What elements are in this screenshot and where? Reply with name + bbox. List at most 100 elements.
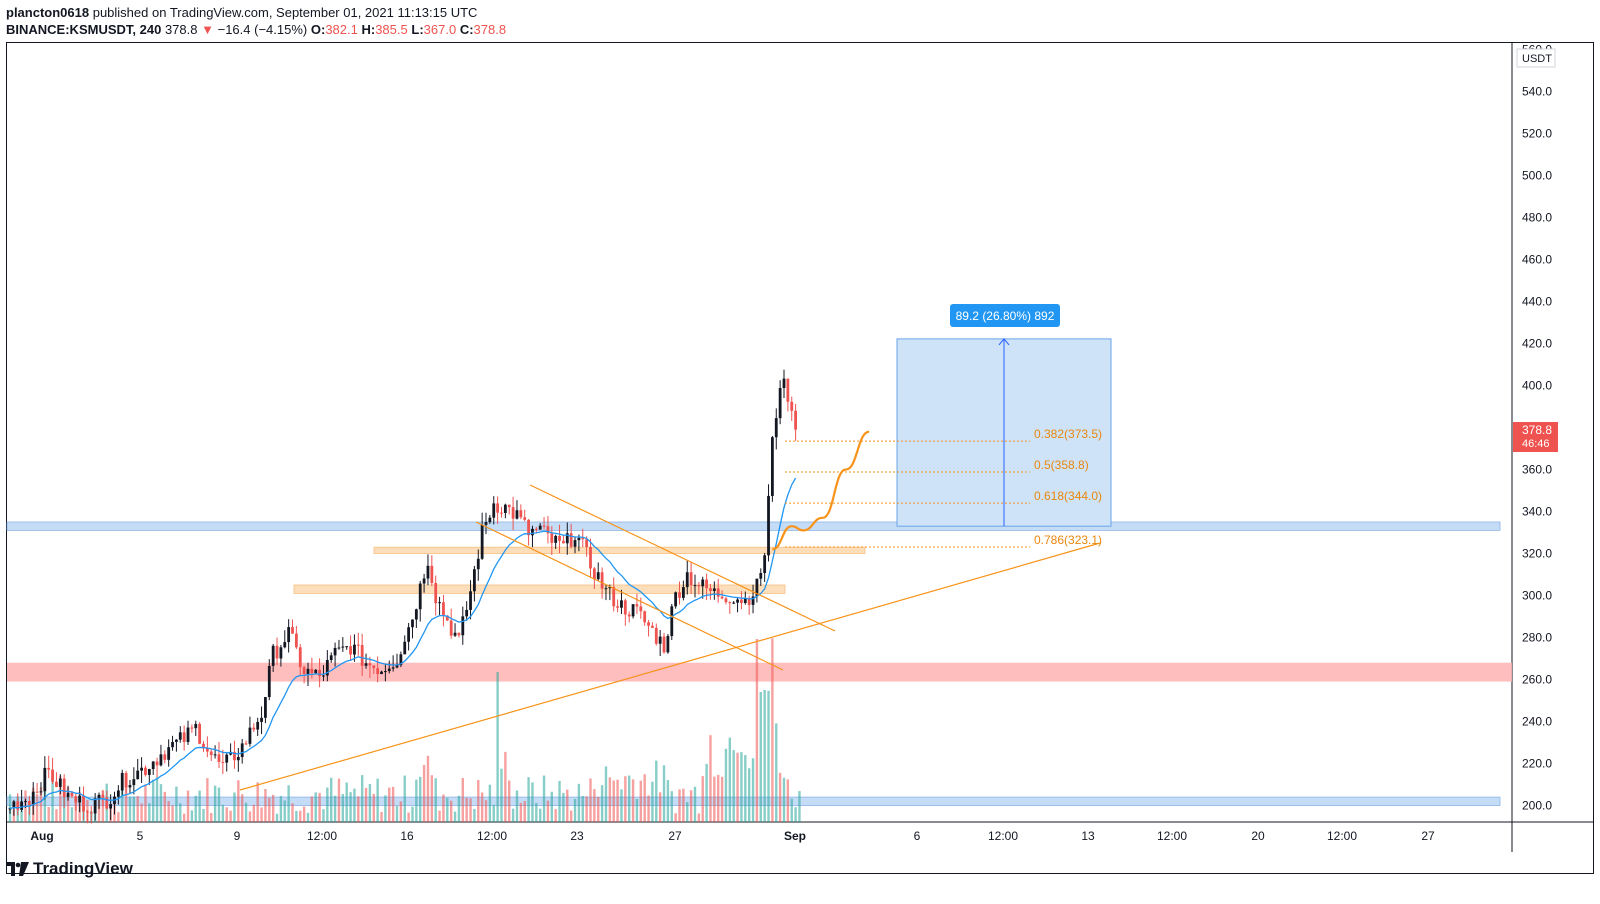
chart-frame[interactable] bbox=[6, 42, 1594, 874]
candle-body bbox=[151, 761, 155, 769]
volume-bar bbox=[519, 802, 523, 822]
time-tick-label: Aug bbox=[30, 829, 53, 843]
volume-bar bbox=[430, 775, 434, 822]
volume-bar bbox=[415, 779, 418, 822]
volume-bar bbox=[658, 792, 662, 822]
candle-body bbox=[527, 519, 530, 536]
unit-box bbox=[1516, 48, 1556, 68]
volume-bar bbox=[686, 802, 689, 822]
measure-label-bg bbox=[950, 304, 1060, 327]
volume-bar bbox=[128, 796, 132, 822]
candle-body bbox=[674, 592, 678, 607]
candle-body bbox=[592, 568, 596, 580]
volume-bar bbox=[384, 795, 387, 822]
volume-bar bbox=[151, 779, 155, 822]
candle-body bbox=[701, 579, 705, 587]
volume-bar bbox=[368, 783, 372, 822]
volume-bar bbox=[229, 810, 232, 822]
measure-label: 89.2 (26.80%) 892 bbox=[956, 309, 1055, 323]
candle-body bbox=[600, 572, 604, 589]
candle-body bbox=[62, 778, 66, 797]
candle-body bbox=[635, 604, 639, 607]
candle-body bbox=[515, 510, 519, 519]
volume-bar bbox=[155, 776, 159, 822]
volume-bar bbox=[604, 766, 608, 822]
time-tick-label: 9 bbox=[234, 829, 241, 843]
volume-bar bbox=[701, 776, 704, 822]
volume-bar bbox=[775, 723, 778, 822]
volume-bar bbox=[747, 768, 751, 822]
volume-bar bbox=[132, 796, 136, 822]
symbol-label[interactable]: BINANCE:KSMUSDT, 240 bbox=[6, 22, 162, 37]
candle-body bbox=[124, 772, 128, 788]
zone-blue-resistance bbox=[6, 521, 1501, 531]
candle-body bbox=[542, 525, 546, 527]
price-tick-label: 360.0 bbox=[1522, 463, 1552, 477]
candle-body bbox=[438, 602, 441, 604]
volume-bar bbox=[213, 785, 217, 822]
volume-bar bbox=[620, 789, 623, 822]
volume-bar bbox=[480, 792, 484, 822]
volume-bar bbox=[202, 808, 205, 822]
volume-bar bbox=[767, 690, 770, 822]
candle-body bbox=[411, 619, 414, 628]
candle-body bbox=[372, 665, 376, 669]
volume-bar bbox=[597, 796, 600, 822]
candle-body bbox=[678, 592, 681, 598]
zone-orange-zone-upper bbox=[373, 546, 866, 554]
candle-body bbox=[116, 790, 120, 797]
candle-body bbox=[35, 791, 39, 793]
volume-bar bbox=[759, 691, 762, 822]
candle-body bbox=[364, 663, 368, 666]
volume-bar bbox=[283, 800, 286, 822]
volume-bar bbox=[616, 779, 619, 822]
volume-bar bbox=[326, 787, 329, 822]
volume-bar bbox=[585, 796, 588, 822]
candle-body bbox=[550, 533, 554, 543]
time-tick-label: 16 bbox=[400, 829, 414, 843]
volume-bar bbox=[399, 801, 403, 822]
volume-bar bbox=[167, 801, 170, 822]
volume-bar bbox=[341, 794, 345, 822]
volume-bar bbox=[744, 755, 747, 822]
candle-body bbox=[577, 537, 581, 541]
volume-bar bbox=[438, 810, 441, 822]
volume-bar bbox=[728, 737, 732, 822]
volume-bar bbox=[511, 808, 515, 822]
tradingview-footer[interactable]: TradingView bbox=[7, 859, 133, 879]
volume-bar bbox=[651, 781, 654, 822]
candle-body bbox=[589, 546, 592, 569]
candle-body bbox=[647, 622, 650, 626]
volume-bar bbox=[457, 795, 461, 822]
candle-body bbox=[144, 767, 147, 775]
candle-body bbox=[74, 796, 78, 803]
candle-body bbox=[391, 667, 395, 669]
candle-body bbox=[709, 588, 712, 592]
volume-bar bbox=[666, 780, 670, 822]
volume-bar bbox=[740, 752, 743, 822]
author-name[interactable]: plancton0618 bbox=[6, 5, 90, 20]
volume-bar bbox=[473, 808, 476, 822]
candle-body bbox=[275, 645, 279, 659]
candle-body bbox=[233, 751, 236, 761]
candle-body bbox=[662, 636, 666, 653]
volume-bar bbox=[573, 798, 577, 822]
volume-bar bbox=[488, 784, 492, 822]
candle-body bbox=[500, 512, 503, 514]
volume-bar bbox=[612, 780, 615, 822]
candle-body bbox=[461, 616, 465, 636]
volume-bar bbox=[558, 780, 561, 822]
volume-bar bbox=[643, 774, 646, 822]
volume-bar bbox=[794, 807, 797, 822]
candle-body bbox=[93, 798, 97, 814]
time-tick-label: Sep bbox=[784, 829, 806, 843]
price-tick-label: 500.0 bbox=[1522, 169, 1552, 183]
volume-bar bbox=[310, 796, 314, 822]
volume-bar bbox=[720, 776, 724, 822]
volume-bar bbox=[353, 788, 356, 822]
candle-body bbox=[221, 761, 225, 763]
candle-body bbox=[693, 585, 697, 587]
volume-bar bbox=[43, 791, 47, 822]
volume-bar bbox=[581, 796, 584, 822]
